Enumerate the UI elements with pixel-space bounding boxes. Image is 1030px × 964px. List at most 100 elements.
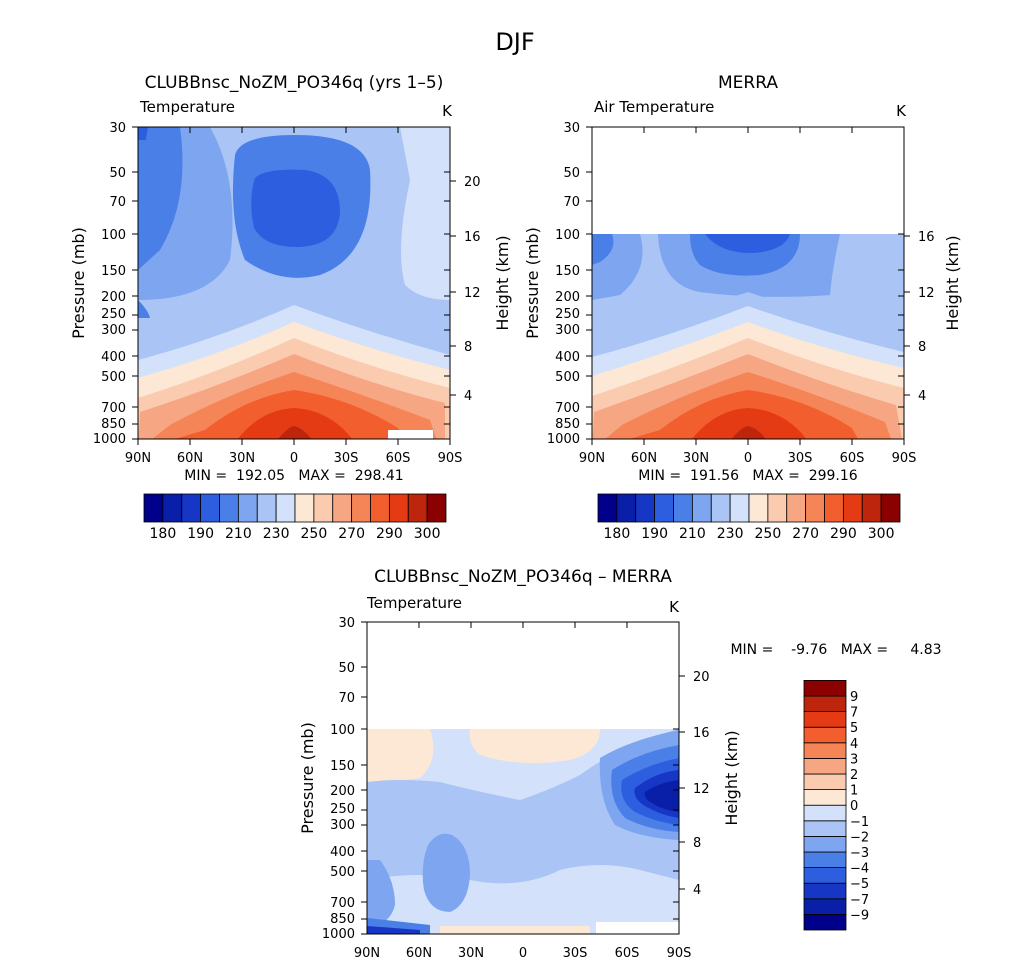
panel3-colorbar-label: 3 [850,752,858,767]
svg-text:0: 0 [290,451,298,466]
svg-text:850: 850 [330,912,355,927]
svg-text:150: 150 [330,759,355,774]
panel2-xaxis-ticks: 90N 60N 30N 0 30S 60S 90S [579,127,916,466]
panel2-colorbar-label: 300 [868,526,895,542]
panel3-variable-label: Temperature [366,594,462,612]
panel1-colorbar-swatch [237,493,258,523]
svg-text:12: 12 [464,286,481,301]
svg-text:400: 400 [555,350,580,365]
panel3-title: CLUBBnsc_NoZM_PO346q – MERRA [374,567,672,587]
panel1-colorbar-label: 300 [414,526,441,542]
svg-text:30: 30 [109,121,126,136]
panel2-colorbar-swatch [767,493,788,523]
svg-text:60N: 60N [406,946,432,961]
svg-text:700: 700 [101,401,126,416]
svg-text:8: 8 [464,340,472,355]
panel2-colorbar-label: 290 [830,526,857,542]
panel2-colorbar-swatch [729,493,750,523]
figure-title: DJF [495,28,534,56]
svg-text:60N: 60N [177,451,203,466]
panel3-colorbar-swatch [803,711,847,728]
panel2-ylabel-right: Height (km) [943,235,962,330]
panel1-colorbar-label: 290 [376,526,403,542]
panel2-variable-label: Air Temperature [594,98,714,116]
panel1-colorbar-label: 250 [301,526,328,542]
panel2-unit-label: K [896,102,907,120]
svg-text:60S: 60S [840,451,865,466]
svg-text:200: 200 [101,290,126,305]
panel1-title: CLUBBnsc_NoZM_PO346q (yrs 1–5) [145,73,444,93]
panel1-variable-label: Temperature [139,98,235,116]
panel2-yaxis-ticks: 30 50 70 100 150 200 250 300 400 500 700… [547,121,904,447]
panel3-colorbar-swatch [803,773,847,791]
panel3-colorbar-swatch [803,914,847,931]
svg-text:50: 50 [338,661,355,676]
panel2-colorbar-swatch [673,493,693,523]
panel1-colorbar-label: 180 [150,526,177,542]
svg-text:700: 700 [330,896,355,911]
panel3-colorbar-label: 7 [850,706,858,721]
svg-text:90S: 90S [438,451,463,466]
panel2-colorbar-swatch [691,493,712,523]
panel3-colorbar-label: 2 [850,768,858,783]
panel1-colorbar-swatch [256,493,277,523]
svg-text:20: 20 [693,670,710,685]
svg-text:30N: 30N [229,451,255,466]
panel2-ylabel: Pressure (mb) [523,227,542,339]
panel3-colorbar-swatch [803,789,847,806]
svg-text:100: 100 [555,228,580,243]
panel3-contour-field [367,729,679,934]
panel2-colorbar-label: 250 [755,526,782,542]
svg-text:16: 16 [918,230,935,245]
svg-text:100: 100 [101,228,126,243]
svg-text:30S: 30S [788,451,813,466]
panel3-colorbar-label: −1 [850,815,869,830]
svg-text:500: 500 [101,370,126,385]
svg-text:400: 400 [101,350,126,365]
panel2-colorbar-swatch [748,493,769,523]
svg-text:60S: 60S [615,946,640,961]
svg-text:4: 4 [464,389,472,404]
svg-text:90S: 90S [667,946,692,961]
panel3-colorbar-swatch [803,851,847,869]
svg-text:1000: 1000 [547,432,580,447]
panel1-colorbar: 180 190 210 230 250 270 290 300 [143,493,447,542]
panel1-ylabel-right: Height (km) [493,235,512,330]
svg-text:100: 100 [330,723,355,738]
svg-text:150: 150 [555,264,580,279]
panel1-colorbar-label: 190 [187,526,214,542]
panel3-colorbar-swatch [803,726,847,744]
svg-text:70: 70 [338,691,355,706]
svg-text:400: 400 [330,845,355,860]
svg-text:16: 16 [464,230,481,245]
panel2-colorbar-swatch [805,493,825,523]
svg-text:4: 4 [693,883,701,898]
svg-text:90N: 90N [354,946,380,961]
svg-text:4: 4 [918,389,926,404]
panel3-colorbar-label: −2 [850,830,869,845]
panel3-colorbar-swatch [803,820,847,837]
svg-text:90N: 90N [579,451,605,466]
panel1-ylabel: Pressure (mb) [69,227,88,339]
panel2-colorbar-swatch [597,493,618,523]
panel2-colorbar-label: 230 [717,526,744,542]
svg-text:30N: 30N [458,946,484,961]
panel2-colorbar-label: 210 [679,526,706,542]
panel3-colorbar-swatch [803,758,847,775]
panel2-colorbar-label: 270 [792,526,819,542]
panel2-colorbar-swatch [616,493,637,523]
panel1-colorbar-swatch [162,493,183,523]
panel3-colorbar-label: −9 [850,908,869,923]
svg-text:30S: 30S [334,451,359,466]
svg-text:0: 0 [744,451,752,466]
panel2-colorbar: 180 190 210 230 250 270 290 300 [597,493,901,542]
svg-text:30S: 30S [563,946,588,961]
svg-text:50: 50 [109,166,126,181]
svg-text:850: 850 [101,417,126,432]
panel3-xaxis-ticks: 90N 60N 30N 0 30S 60S 90S [354,622,692,961]
panel1-colorbar-swatch [200,493,220,523]
panel3-colorbar-swatch [803,898,847,915]
panel3-ylabel: Pressure (mb) [298,722,317,834]
